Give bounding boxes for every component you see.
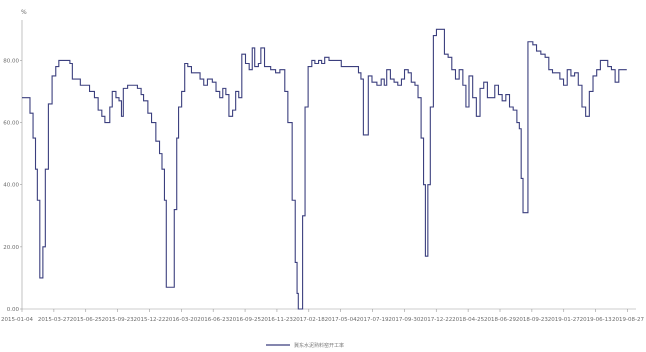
y-tick-label: 60.00 <box>3 121 19 127</box>
x-tick-label: 2015-12-22 <box>133 317 165 323</box>
x-tick-label: 2016-06-23 <box>197 317 229 323</box>
y-axis: 0.00 20.00 40.00 60.00 80.00 <box>3 20 23 313</box>
x-tick-label: 2017-05-04 <box>325 317 357 323</box>
x-tick-label: 2015-03-27 <box>38 317 70 323</box>
y-tick-label: 80.00 <box>3 58 19 64</box>
x-tick-label: 2015-01-04 <box>1 317 33 323</box>
x-tick-label: 2017-09-30 <box>388 317 420 323</box>
x-tick-label: 2018-06-29 <box>484 317 516 323</box>
x-axis: 2015-01-04 2015-03-27 2015-06-25 2015-09-23… <box>1 308 644 323</box>
x-tick-label: 2019-08-27 <box>612 317 644 323</box>
x-tick-label: 2017-02-18 <box>293 317 325 323</box>
x-tick-label: 2019-06-13 <box>580 317 612 323</box>
y-tick-label: 0.00 <box>7 307 20 313</box>
series-group <box>22 28 627 310</box>
y-tick-label: 20.00 <box>3 245 19 251</box>
x-tick-label: 2016-11-23 <box>261 317 293 323</box>
x-tick-label: 2018-04-25 <box>452 317 484 323</box>
x-tick-label: 2016-03-20 <box>165 317 197 323</box>
x-tick-label: 2017-12-22 <box>420 317 452 323</box>
y-tick-label: 40.00 <box>3 183 19 189</box>
x-tick-label: 2015-06-25 <box>70 317 102 323</box>
legend-label: 冀东水泥熟料窑开工率 <box>294 342 344 349</box>
series-line-0 <box>22 28 627 310</box>
x-tick-label: 2015-09-23 <box>102 317 134 323</box>
x-tick-label: 2016-09-25 <box>229 317 261 323</box>
legend: 冀东水泥熟料窑开工率 <box>266 342 344 349</box>
x-tick-label: 2017-07-19 <box>357 317 389 323</box>
y-axis-unit: % <box>21 9 27 16</box>
x-tick-label: 2018-09-23 <box>516 317 548 323</box>
x-tick-label: 2019-01-27 <box>548 317 580 323</box>
